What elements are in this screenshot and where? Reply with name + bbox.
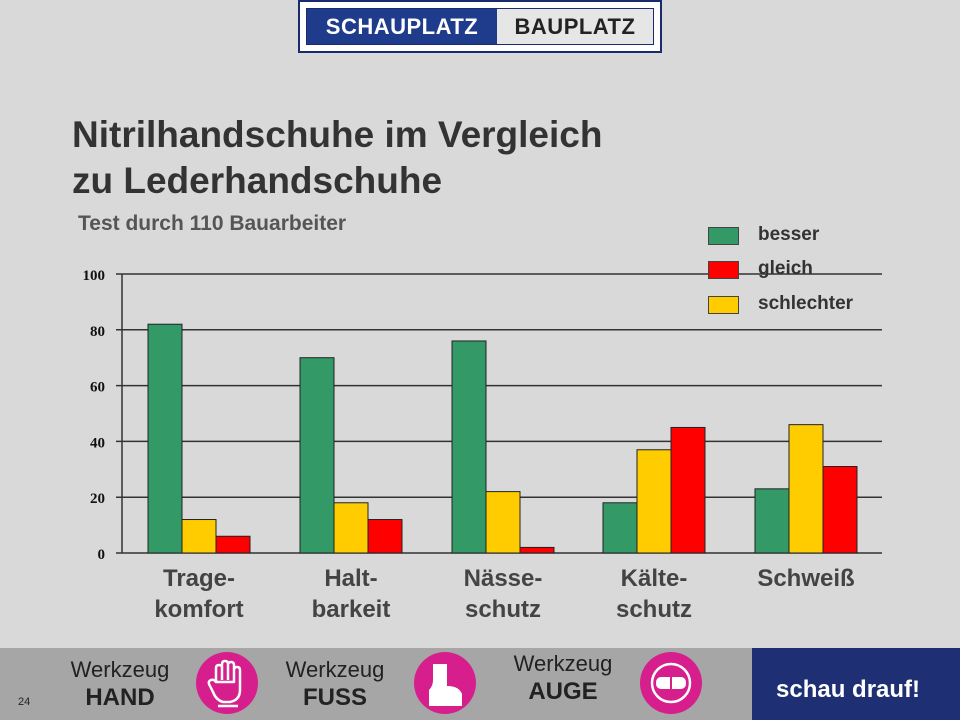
goggles-icon[interactable] — [640, 652, 702, 714]
chart-title: Nitrilhandschuhe im Vergleich zu Lederha… — [72, 112, 602, 204]
y-tick-label: 80 — [90, 324, 105, 340]
bar-besser-1 — [147, 323, 183, 554]
y-tick-label: 20 — [90, 491, 105, 507]
legend-item-schlechter: schlechter — [708, 293, 853, 315]
x-tick-label: barkeit — [312, 596, 391, 623]
tool-hand[interactable]: Werkzeug HAND — [56, 656, 184, 712]
tool-auge-word: Werkzeug — [513, 651, 613, 676]
tool-auge[interactable]: Werkzeug AUGE — [496, 650, 630, 706]
x-tick-label: schutz — [616, 596, 692, 623]
bar-gleich-2 — [367, 519, 403, 554]
y-tick-label: 60 — [90, 380, 105, 396]
tool-hand-name: HAND — [85, 684, 155, 711]
bar-schlechter-1 — [181, 519, 217, 554]
legend-swatch-schlechter — [708, 296, 739, 314]
tool-auge-name: AUGE — [528, 678, 598, 705]
x-tick-label: Halt- — [324, 565, 377, 592]
legend-label-besser: besser — [758, 224, 820, 245]
footer-bar — [0, 648, 960, 720]
bar-besser-3 — [451, 340, 487, 554]
bar-gleich-3 — [519, 546, 555, 554]
footer-slogan-panel — [752, 648, 960, 720]
chart-title-line-1: Nitrilhandschuhe im Vergleich — [72, 114, 603, 155]
legend-swatch-gleich — [708, 261, 739, 279]
x-tick-label: Trage- — [163, 565, 235, 592]
legend-label-schlechter: schlechter — [758, 293, 854, 314]
bar-schlechter-3 — [485, 491, 521, 554]
chart-subtitle: Test durch 110 Bauarbeiter — [78, 212, 347, 235]
x-tick-label: komfort — [154, 596, 243, 623]
logo-left-word: SCHAUPLATZ — [307, 9, 497, 44]
bar-besser-4 — [602, 502, 638, 554]
bar-besser-5 — [754, 488, 790, 554]
bar-schlechter-4 — [636, 449, 672, 554]
tool-hand-word: Werkzeug — [70, 657, 170, 682]
logo: SCHAUPLATZ BAUPLATZ — [298, 0, 662, 53]
x-tick-label: Kälte- — [621, 565, 688, 592]
y-tick-label: 40 — [90, 435, 105, 451]
x-tick-label: Schweiß — [757, 565, 854, 592]
legend-item-besser: besser — [708, 224, 819, 246]
y-tick-label: 100 — [83, 268, 106, 284]
bar-chart: 0 20 40 60 80 100 Trage-komfort Halt-barkeit Näs… — [83, 268, 882, 623]
bar-besser-2 — [299, 357, 335, 554]
y-tick-label: 0 — [98, 547, 106, 563]
bar-gleich-5 — [822, 466, 858, 554]
bar-gleich-1 — [215, 535, 251, 554]
glove-icon[interactable] — [196, 652, 258, 714]
tool-fuss[interactable]: Werkzeug FUSS — [270, 656, 400, 712]
legend-label-gleich: gleich — [758, 258, 813, 279]
chart-title-line-2: zu Lederhandschuhe — [72, 160, 443, 201]
footer-slogan: schau drauf! — [776, 676, 921, 703]
tool-fuss-name: FUSS — [302, 684, 367, 711]
bar-gleich-4 — [670, 426, 706, 554]
x-tick-label: Nässe- — [464, 565, 543, 592]
legend-item-gleich: gleich — [708, 258, 813, 280]
legend-swatch-besser — [708, 227, 739, 245]
logo-right-word: BAUPLATZ — [497, 9, 653, 44]
tool-fuss-word: Werkzeug — [285, 657, 385, 682]
x-tick-label: schutz — [465, 596, 541, 623]
boot-icon[interactable] — [414, 652, 476, 714]
page-number: 24 — [18, 696, 31, 708]
bar-schlechter-5 — [788, 424, 824, 554]
bar-schlechter-2 — [333, 502, 369, 554]
